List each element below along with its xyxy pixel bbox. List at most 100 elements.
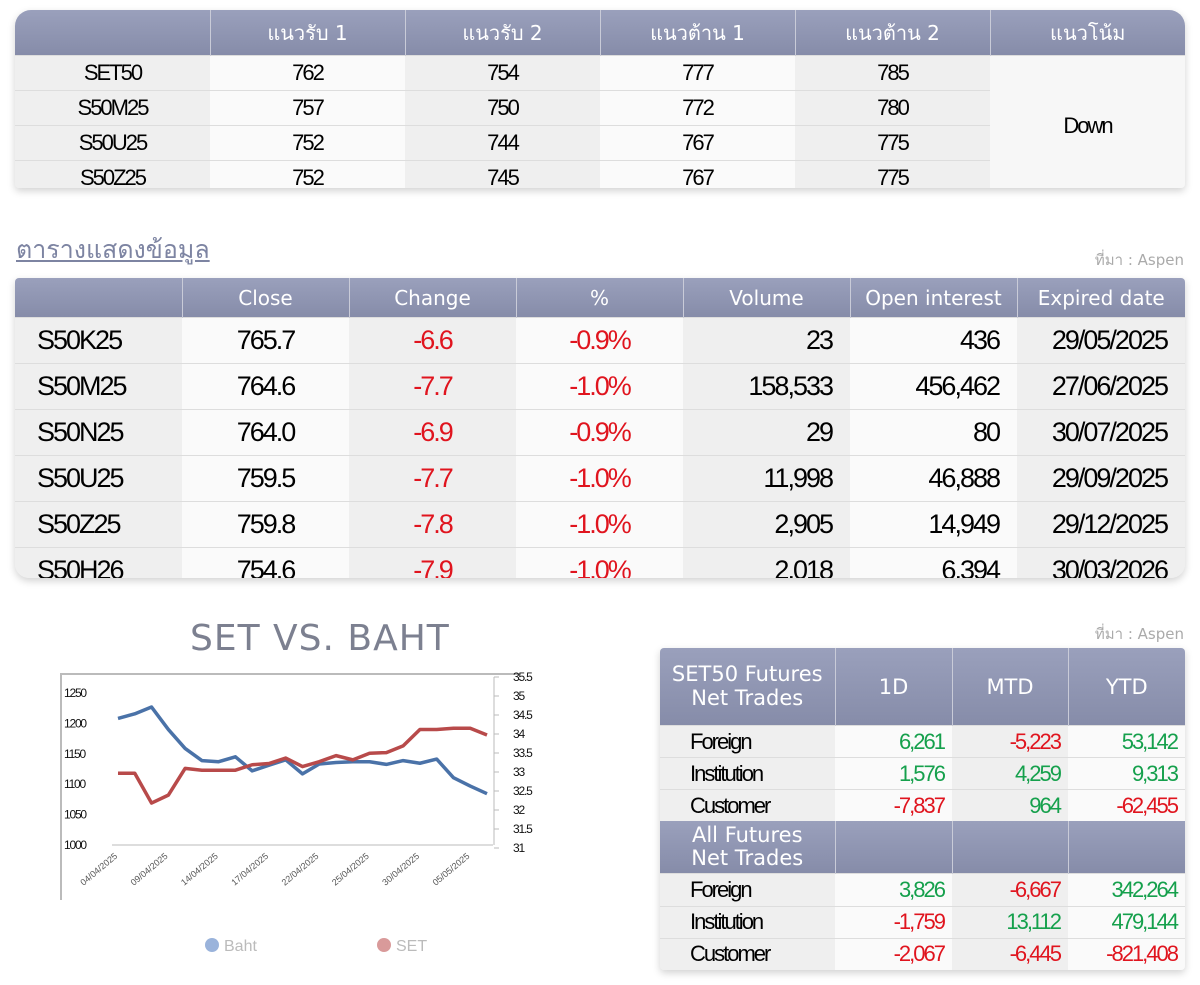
cell-oi: 436 bbox=[850, 317, 1017, 364]
cell-s2: 744 bbox=[405, 125, 600, 161]
cell-oi: 456,462 bbox=[850, 363, 1017, 410]
cell-r1: 767 bbox=[600, 125, 795, 161]
column-header-blank bbox=[952, 821, 1069, 874]
x-tick-label: 25/04/2025 bbox=[330, 851, 371, 888]
column-header-blank bbox=[1068, 821, 1185, 874]
right-axis-tick-label: 35 bbox=[513, 689, 525, 703]
left-axis-tick-label: 1150 bbox=[64, 747, 87, 761]
row-label: Customer bbox=[660, 789, 835, 822]
cell-s2: 745 bbox=[405, 160, 600, 188]
cell-volume: 158,533 bbox=[683, 363, 850, 410]
x-tick-label: 17/04/2025 bbox=[229, 851, 270, 888]
series-line-set bbox=[118, 726, 488, 805]
left-axis-tick-label: 1050 bbox=[64, 808, 87, 822]
set-vs-baht-chart: 1000 1050 1100 1150 1200 1250 31 31.5 32 32.5 33 33… bbox=[60, 670, 534, 955]
cell-pct: -1.0% bbox=[516, 501, 683, 548]
cell-symbol: S50K25 bbox=[15, 317, 182, 364]
row-label: Customer bbox=[660, 937, 835, 970]
cell-value: -1,759 bbox=[835, 905, 952, 939]
column-header: % bbox=[516, 278, 684, 318]
cell-value: -2,067 bbox=[835, 937, 952, 970]
table-row: Foreign 3,826 -6,667 342,264 bbox=[660, 873, 1185, 907]
cell-value: 964 bbox=[952, 789, 1068, 822]
table-row: Foreign 6,261 -5,223 53,142 bbox=[660, 724, 1185, 758]
table-row: S50U25 759.5 -7.7 -1.0% 11,998 46,888 29/09/20… bbox=[15, 455, 1185, 502]
table-row: Institution 1,576 4,259 9,313 bbox=[660, 757, 1185, 790]
table-row: S50M25 764.6 -7.7 -1.0% 158,533 456,462 27/06/… bbox=[15, 363, 1185, 410]
cell-value: 3,826 bbox=[835, 873, 952, 907]
group-title-line2: Net Trades bbox=[691, 846, 804, 871]
cell-oi: 46,888 bbox=[850, 455, 1017, 502]
section-title: ตารางแสดงข้อมูล bbox=[16, 235, 210, 264]
cell-value: -821,408 bbox=[1068, 937, 1185, 970]
cell-symbol: S50M25 bbox=[15, 90, 210, 126]
group-title-line2: Net Trades bbox=[691, 685, 804, 710]
cell-symbol: S50U25 bbox=[15, 455, 182, 502]
cell-r1: 772 bbox=[600, 90, 795, 126]
table-row: S50Z25 752 745 767 775 bbox=[15, 160, 1185, 188]
right-axis-tick-label: 33 bbox=[513, 765, 525, 779]
right-axis-tick-label: 33.5 bbox=[513, 746, 533, 760]
cell-pct: -1.0% bbox=[516, 455, 683, 502]
cell-symbol: S50H26 bbox=[15, 547, 182, 578]
futures-table: Close Change% Volume Open interest Expired d… bbox=[15, 278, 1185, 578]
column-header: แนวโน้ม bbox=[990, 10, 1185, 56]
cell-pct: -0.9% bbox=[516, 317, 683, 364]
net-trades-source-label: ที่มา : Aspen bbox=[1094, 625, 1184, 643]
cell-s2: 754 bbox=[405, 55, 600, 91]
cell-close: 754.6 bbox=[182, 547, 349, 578]
row-label: Institution bbox=[660, 757, 835, 790]
group-title-line1: SET50 Futures bbox=[671, 662, 823, 687]
cell-symbol: SET50 bbox=[15, 55, 210, 91]
cell-s2: 750 bbox=[405, 90, 600, 126]
cell-pct: -1.0% bbox=[516, 363, 683, 410]
cell-volume: 2,018 bbox=[683, 547, 850, 578]
cell-value: 6,261 bbox=[835, 724, 952, 758]
cell-value: 53,142 bbox=[1068, 724, 1185, 758]
right-axis-tick-label: 34.5 bbox=[513, 708, 533, 722]
legend-marker-set bbox=[377, 938, 391, 952]
column-header: Close bbox=[182, 278, 350, 318]
x-tick-label: 09/04/2025 bbox=[129, 851, 170, 888]
left-axis-tick-label: 1000 bbox=[64, 838, 87, 852]
cell-change: -7.8 bbox=[349, 501, 516, 548]
cell-value: -6,667 bbox=[952, 873, 1068, 907]
levels-table: แนวรับ 1 แนวรับ 2 แนวต้าน 1 แนวต้าน 2 แนวโน้… bbox=[15, 10, 1185, 188]
column-header bbox=[15, 278, 183, 318]
column-header: แนวต้าน 2 bbox=[795, 10, 991, 56]
cell-volume: 11,998 bbox=[683, 455, 850, 502]
column-header bbox=[15, 10, 211, 56]
table-row: S50K25 765.7 -6.6 -0.9% 23 436 29/05/2025 bbox=[15, 317, 1185, 364]
column-header: 1D bbox=[835, 648, 953, 726]
column-header: Change bbox=[349, 278, 517, 318]
legend-label-set: SET bbox=[396, 938, 427, 955]
column-header: แนวรับ 2 bbox=[405, 10, 601, 56]
right-axis-tick-label: 34 bbox=[513, 727, 525, 741]
table-row: Customer -2,067 -6,445 -821,408 bbox=[660, 937, 1185, 970]
cell-value: 342,264 bbox=[1068, 873, 1185, 907]
cell-r1: 777 bbox=[600, 55, 795, 91]
cell-value: -6,445 bbox=[952, 937, 1068, 970]
row-label: Foreign bbox=[660, 873, 835, 907]
cell-oi: 80 bbox=[850, 409, 1017, 456]
cell-expiry: 29/09/2025 bbox=[1017, 455, 1185, 502]
table-row: SET50 762 754 777 785 Down bbox=[15, 55, 1185, 188]
levels-table-panel: แนวรับ 1 แนวรับ 2 แนวต้าน 1 แนวต้าน 2 แนวโน้… bbox=[15, 10, 1185, 188]
cell-close: 759.5 bbox=[182, 455, 349, 502]
column-header-blank bbox=[835, 821, 953, 874]
left-axis-tick-label: 1100 bbox=[64, 777, 87, 791]
group-title: SET50 Futures Net Trades bbox=[660, 648, 836, 726]
group-header-row: SET50 Futures Net Trades 1D MTD YTD bbox=[660, 648, 1185, 726]
cell-s1: 762 bbox=[210, 55, 405, 91]
cell-close: 764.6 bbox=[182, 363, 349, 410]
table-row: S50U25 752 744 767 775 bbox=[15, 125, 1185, 161]
right-axis-tick-label: 32 bbox=[513, 803, 525, 817]
column-header: YTD bbox=[1068, 648, 1185, 726]
cell-s1: 752 bbox=[210, 125, 405, 161]
cell-s1: 752 bbox=[210, 160, 405, 188]
cell-value: -7,837 bbox=[835, 789, 952, 822]
legend-label-baht: Baht bbox=[224, 938, 257, 955]
right-axis-tick-label: 31.5 bbox=[513, 822, 533, 836]
cell-value: 9,313 bbox=[1068, 757, 1185, 790]
cell-expiry: 29/12/2025 bbox=[1017, 501, 1185, 548]
